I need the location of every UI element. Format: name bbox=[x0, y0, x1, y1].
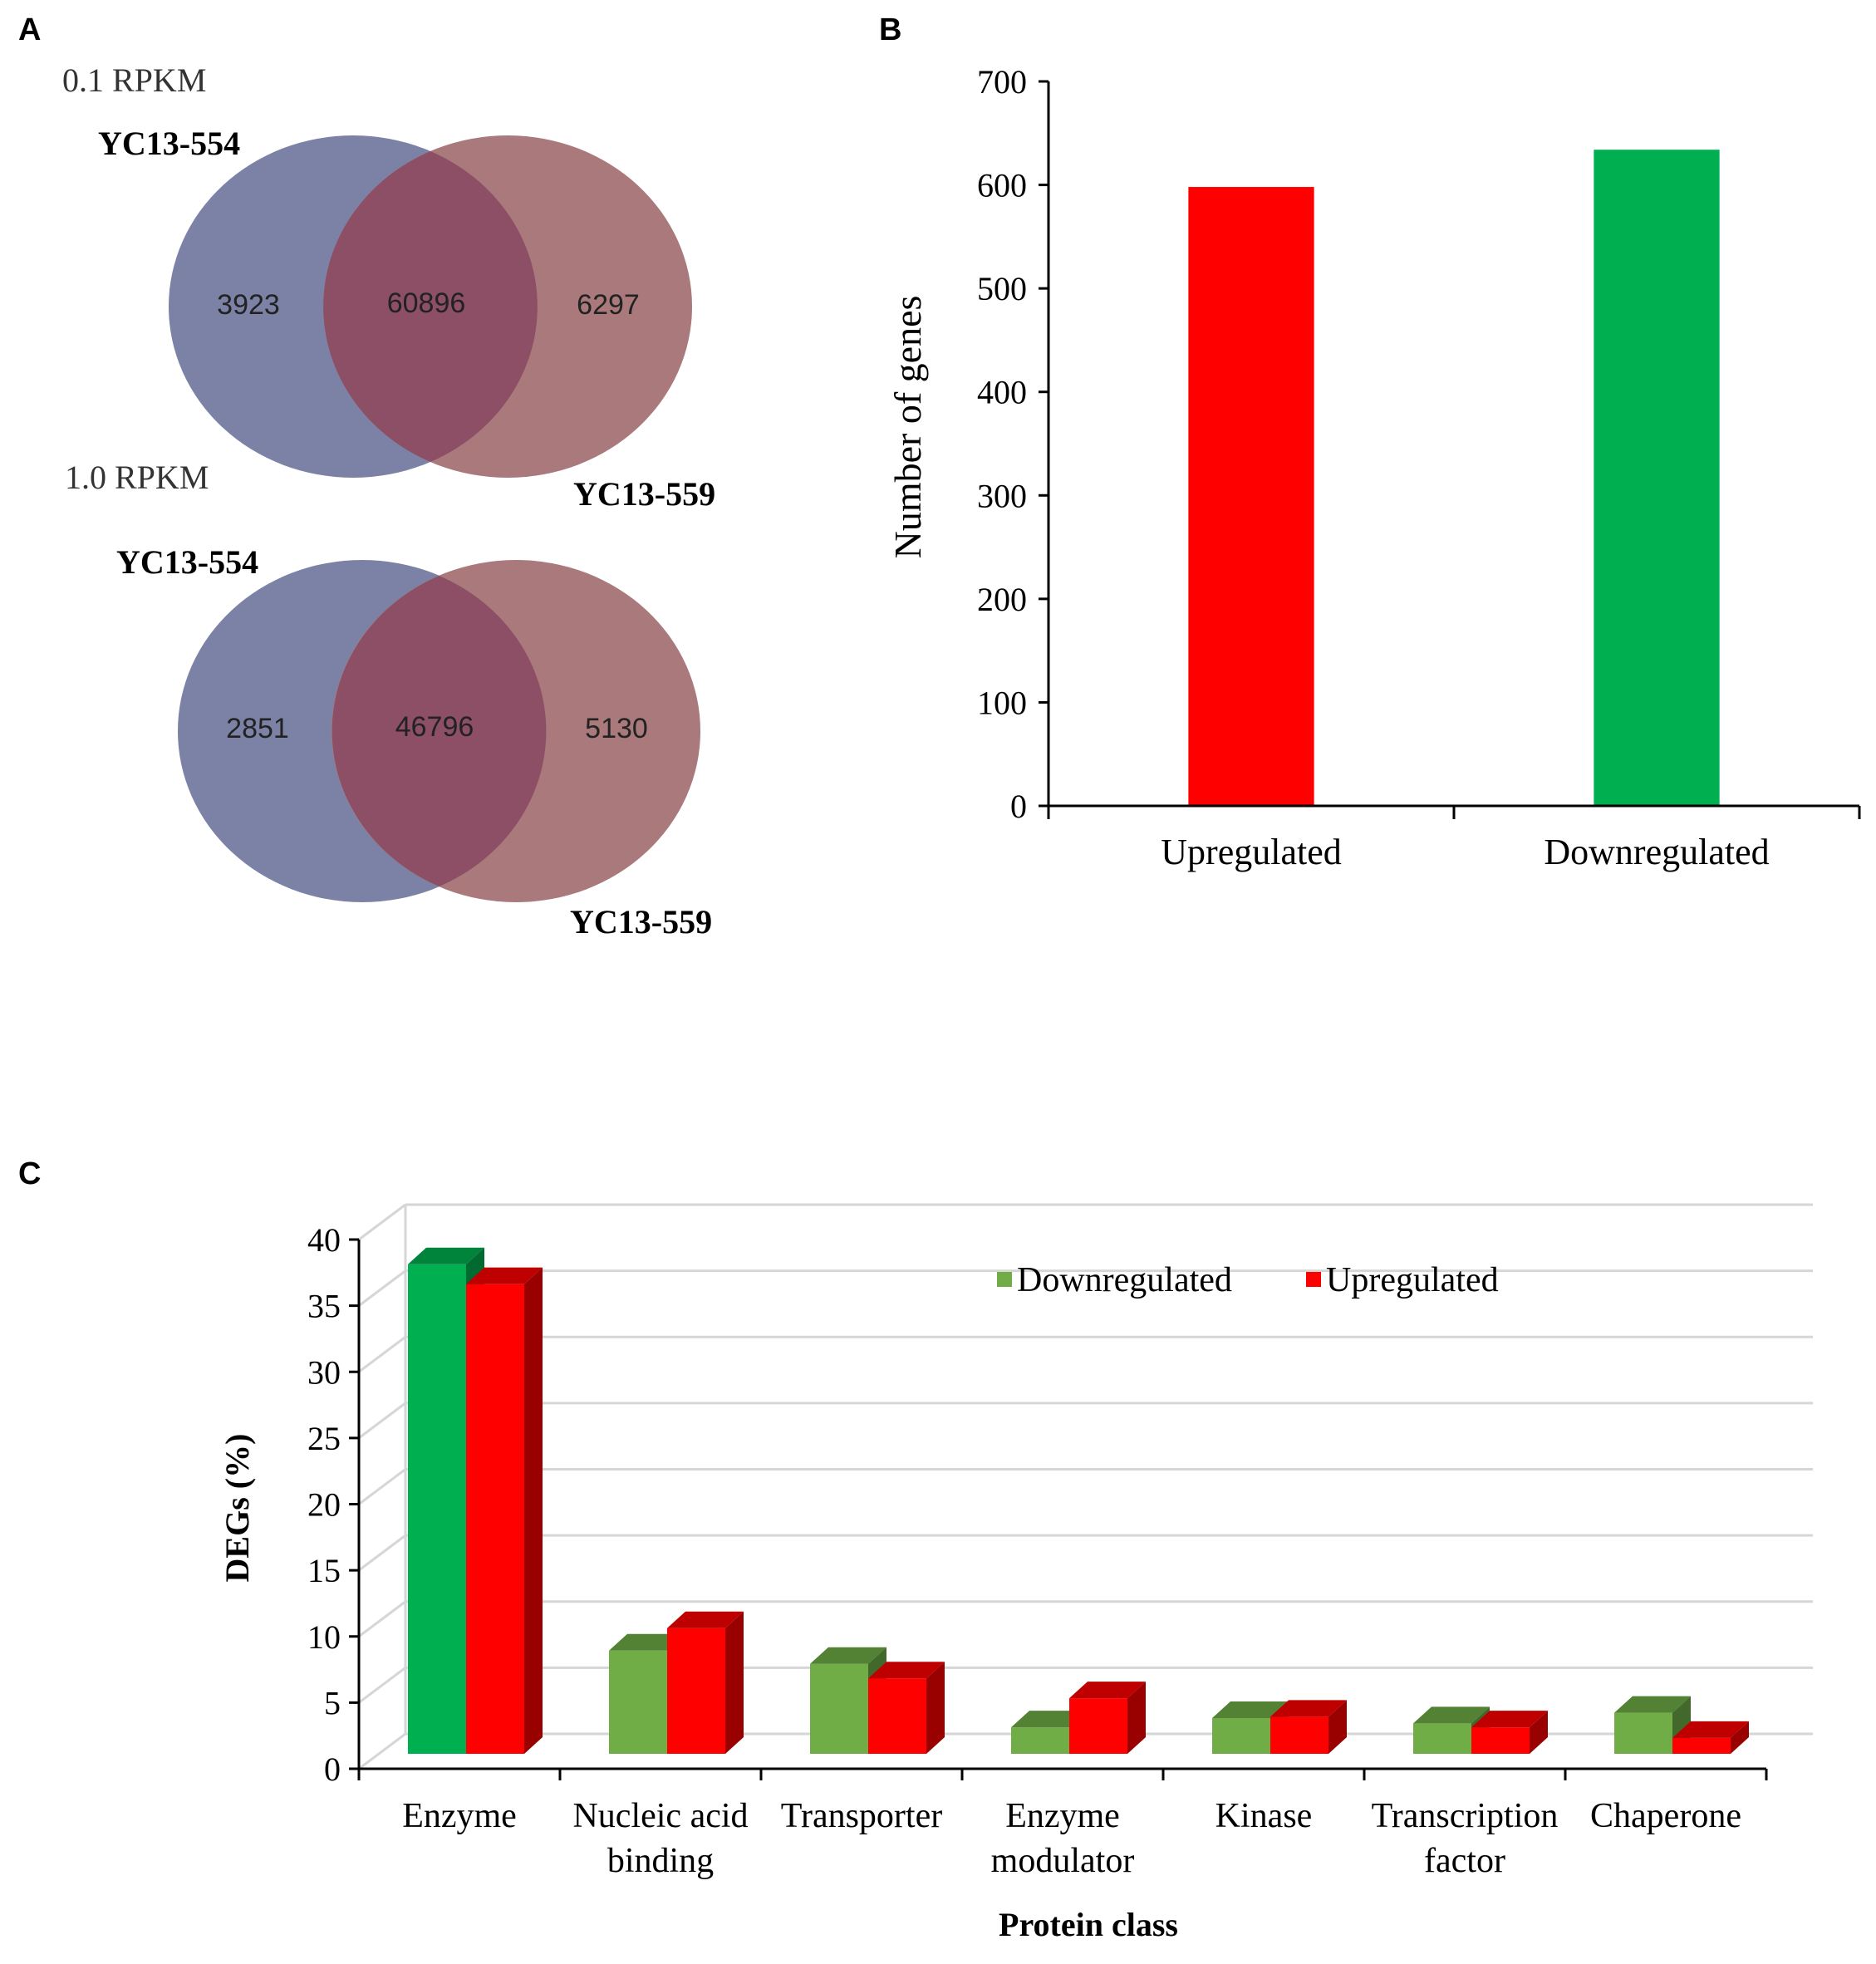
venn-2-left-label: YC13-554 bbox=[116, 543, 258, 581]
chart-b-y-tick-label: 700 bbox=[977, 63, 1027, 101]
chart-c-x-tick-label: Enzyme bbox=[402, 1797, 517, 1835]
venn-diagram-2: 1.0 RPKM YC13-554 2851 46796 5130 YC13-5… bbox=[65, 459, 712, 940]
chart-b-y-tick-label: 0 bbox=[1010, 788, 1027, 825]
venn-2-right-label: YC13-559 bbox=[570, 903, 712, 940]
venn-1-right-only-count: 6297 bbox=[577, 289, 640, 321]
chart-c-y-axis-title: DEGs (%) bbox=[219, 1434, 256, 1583]
chart-b-y-tick-label: 400 bbox=[977, 374, 1027, 411]
chart-c-depth-line bbox=[358, 1667, 406, 1704]
venn-2-left-only-count: 2851 bbox=[226, 713, 289, 744]
chart-b-y-tick-label: 200 bbox=[977, 581, 1027, 618]
venn-2-right-only-count: 5130 bbox=[585, 713, 648, 744]
chart-c-y-tick-label: 25 bbox=[307, 1420, 341, 1457]
panel-label-a: A bbox=[18, 12, 41, 47]
chart-c-y-tick-label: 10 bbox=[307, 1618, 341, 1656]
venn-1-both-count: 60896 bbox=[387, 287, 466, 319]
chart-c-depth-line bbox=[358, 1269, 406, 1307]
venn-1-right-label: YC13-559 bbox=[573, 475, 715, 513]
chart-c-bar-upregulated bbox=[868, 1662, 945, 1754]
chart-c-y-tick-label: 30 bbox=[307, 1353, 341, 1391]
venn-1-left-only-count: 3923 bbox=[217, 289, 280, 321]
chart-c-y-tick-label: 0 bbox=[324, 1750, 341, 1788]
chart-c-legend: Downregulated Upregulated bbox=[997, 1261, 1499, 1299]
chart-c-x-axis-title: Protein class bbox=[999, 1906, 1178, 1943]
chart-b-y-axis-title: Number of genes bbox=[886, 296, 929, 559]
chart-c-bar-upregulated bbox=[1270, 1700, 1347, 1754]
chart-c-depth-line bbox=[358, 1336, 406, 1373]
chart-c-depth-line bbox=[358, 1468, 406, 1505]
chart-c-x-tick-label: Transporter bbox=[781, 1797, 942, 1835]
legend-label-downregulated: Downregulated bbox=[1017, 1261, 1232, 1299]
legend-swatch-downregulated bbox=[997, 1272, 1012, 1287]
chart-c-depth-line bbox=[358, 1203, 406, 1241]
chart-c-bar-upregulated bbox=[1069, 1682, 1146, 1754]
chart-c-bar-upregulated bbox=[1672, 1721, 1749, 1754]
chart-b-y-tick-label: 500 bbox=[977, 270, 1027, 307]
chart-b-y-tick-label: 600 bbox=[977, 167, 1027, 204]
chart-b-x-tick-label: Upregulated bbox=[1161, 832, 1341, 872]
legend-swatch-upregulated bbox=[1306, 1272, 1321, 1287]
chart-c-y-tick-label: 15 bbox=[307, 1552, 341, 1589]
venn-diagram-1: 0.1 RPKM YC13-554 3923 60896 6297 YC13-5… bbox=[62, 61, 715, 513]
chart-c-bar-upregulated bbox=[667, 1611, 744, 1754]
chart-c-depth-line bbox=[358, 1732, 406, 1770]
chart-c-depth-line bbox=[358, 1534, 406, 1572]
panel-label-c: C bbox=[18, 1156, 41, 1191]
venn-2-threshold: 1.0 RPKM bbox=[65, 459, 209, 496]
chart-b: 0 100 200 300 400 500 600 700 Upregulated Downreg… bbox=[886, 63, 1861, 872]
chart-c-y-tick-label: 35 bbox=[307, 1288, 341, 1325]
chart-c-x-tick-label: Transcription bbox=[1372, 1797, 1559, 1835]
chart-b-x-tick-label: Downregulated bbox=[1544, 832, 1769, 872]
legend-label-upregulated: Upregulated bbox=[1326, 1261, 1499, 1299]
chart-b-y-tick-label: 100 bbox=[977, 684, 1027, 721]
venn-2-overlap bbox=[331, 576, 547, 886]
chart-c-x-tick-label: Enzyme bbox=[1005, 1797, 1120, 1835]
venn-2-both-count: 46796 bbox=[395, 711, 474, 743]
chart-c-depth-line bbox=[358, 1402, 406, 1440]
chart-c-y-tick-label: 20 bbox=[307, 1486, 341, 1524]
chart-c-bar-upregulated bbox=[1471, 1711, 1548, 1754]
chart-b-y-tick-label: 300 bbox=[977, 477, 1027, 514]
chart-c-x-tick-label: binding bbox=[607, 1842, 714, 1880]
chart-c-depth-line bbox=[358, 1600, 406, 1637]
chart-c-x-tick-label: Chaperone bbox=[1590, 1797, 1741, 1835]
venn-1-left-label: YC13-554 bbox=[98, 125, 240, 162]
chart-c-y-tick-label: 5 bbox=[324, 1684, 341, 1721]
venn-1-overlap bbox=[323, 151, 538, 462]
chart-b-bar-downregulated bbox=[1594, 150, 1720, 806]
chart-c-bar-upregulated bbox=[466, 1267, 543, 1754]
chart-c-x-tick-label: Nucleic acid bbox=[572, 1797, 748, 1835]
chart-c-x-tick-label: modulator bbox=[991, 1842, 1135, 1880]
venn-1-threshold: 0.1 RPKM bbox=[62, 61, 206, 99]
chart-c-x-tick-label: factor bbox=[1424, 1842, 1505, 1880]
chart-c: 0 5 10 15 20 25 30 35 40 Enzyme Nucleic acid bindin… bbox=[219, 1203, 1813, 1943]
chart-b-bar-upregulated bbox=[1188, 187, 1314, 806]
chart-c-y-tick-label: 40 bbox=[307, 1221, 341, 1259]
panel-label-b: B bbox=[879, 12, 901, 47]
chart-c-x-tick-label: Kinase bbox=[1215, 1797, 1313, 1835]
